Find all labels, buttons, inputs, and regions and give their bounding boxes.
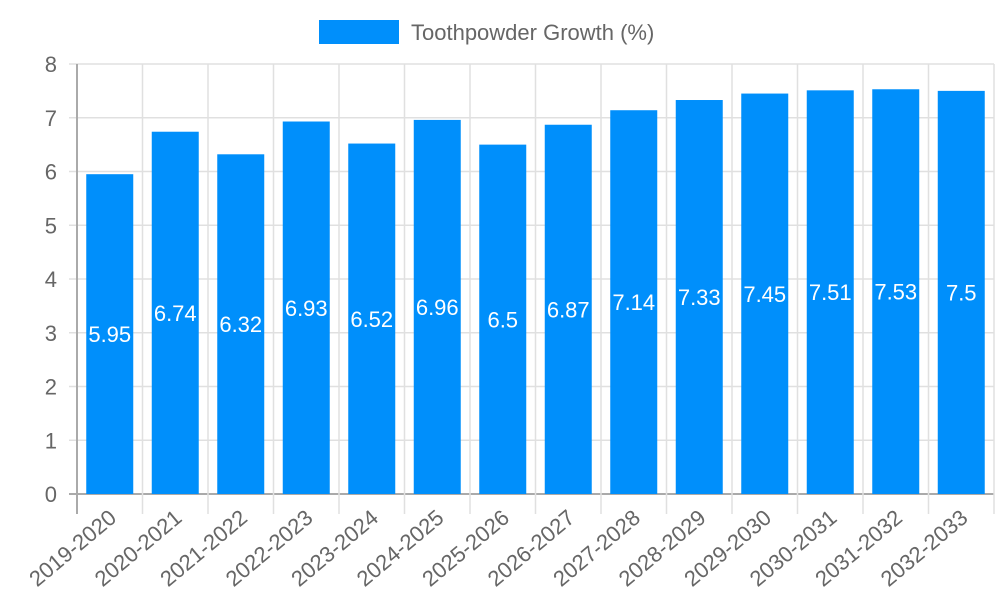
bar-value-label: 6.52 [350, 307, 393, 332]
y-tick-label: 1 [45, 428, 57, 453]
bar[interactable] [675, 100, 723, 494]
y-tick-label: 2 [45, 375, 57, 400]
y-tick-label: 8 [45, 52, 57, 77]
bar-value-label: 7.33 [678, 285, 721, 310]
y-tick-label: 5 [45, 213, 57, 238]
y-tick-label: 6 [45, 160, 57, 185]
bar[interactable] [217, 154, 265, 495]
gridlines [69, 63, 995, 514]
bar-value-label: 6.5 [487, 307, 518, 332]
bar-value-label: 6.74 [154, 301, 197, 326]
bar[interactable] [806, 90, 854, 495]
y-tick-label: 4 [45, 267, 57, 292]
bar-value-label: 7.45 [743, 282, 786, 307]
y-tick-label: 7 [45, 106, 57, 131]
bars: 5.95 6.74 6.32 6.93 6.52 6.96 6.5 6.87 7.14 7.33 7… [86, 89, 985, 495]
x-axis: 2019-20202020-20212021-20222022-20232023… [24, 505, 972, 592]
bar[interactable] [937, 90, 985, 494]
bar-value-label: 7.5 [946, 280, 977, 305]
y-axis: 0 1 2 3 4 5 6 7 8 [45, 52, 57, 507]
legend-swatch [319, 20, 399, 44]
bar[interactable] [151, 131, 199, 494]
y-tick-label: 3 [45, 321, 57, 346]
bar[interactable] [741, 93, 789, 494]
y-tick-label: 0 [45, 482, 57, 507]
bar-value-label: 6.93 [285, 296, 328, 321]
bar-value-label: 6.32 [219, 312, 262, 337]
bar[interactable] [348, 143, 396, 495]
bar[interactable] [544, 124, 592, 495]
bar-value-label: 7.14 [612, 290, 655, 315]
bar[interactable] [282, 121, 330, 494]
legend[interactable]: Toothpowder Growth (%) [319, 20, 654, 45]
bar-value-label: 6.87 [547, 297, 590, 322]
bar[interactable] [413, 119, 461, 495]
bar[interactable] [479, 144, 527, 494]
legend-label: Toothpowder Growth (%) [411, 20, 654, 45]
bar-value-label: 7.51 [809, 280, 852, 305]
bar-value-label: 6.96 [416, 295, 459, 320]
bar[interactable] [86, 174, 134, 494]
bar[interactable] [872, 89, 920, 494]
bar-value-label: 5.95 [88, 322, 131, 347]
bar-value-label: 7.53 [874, 280, 917, 305]
bar[interactable] [610, 110, 658, 494]
